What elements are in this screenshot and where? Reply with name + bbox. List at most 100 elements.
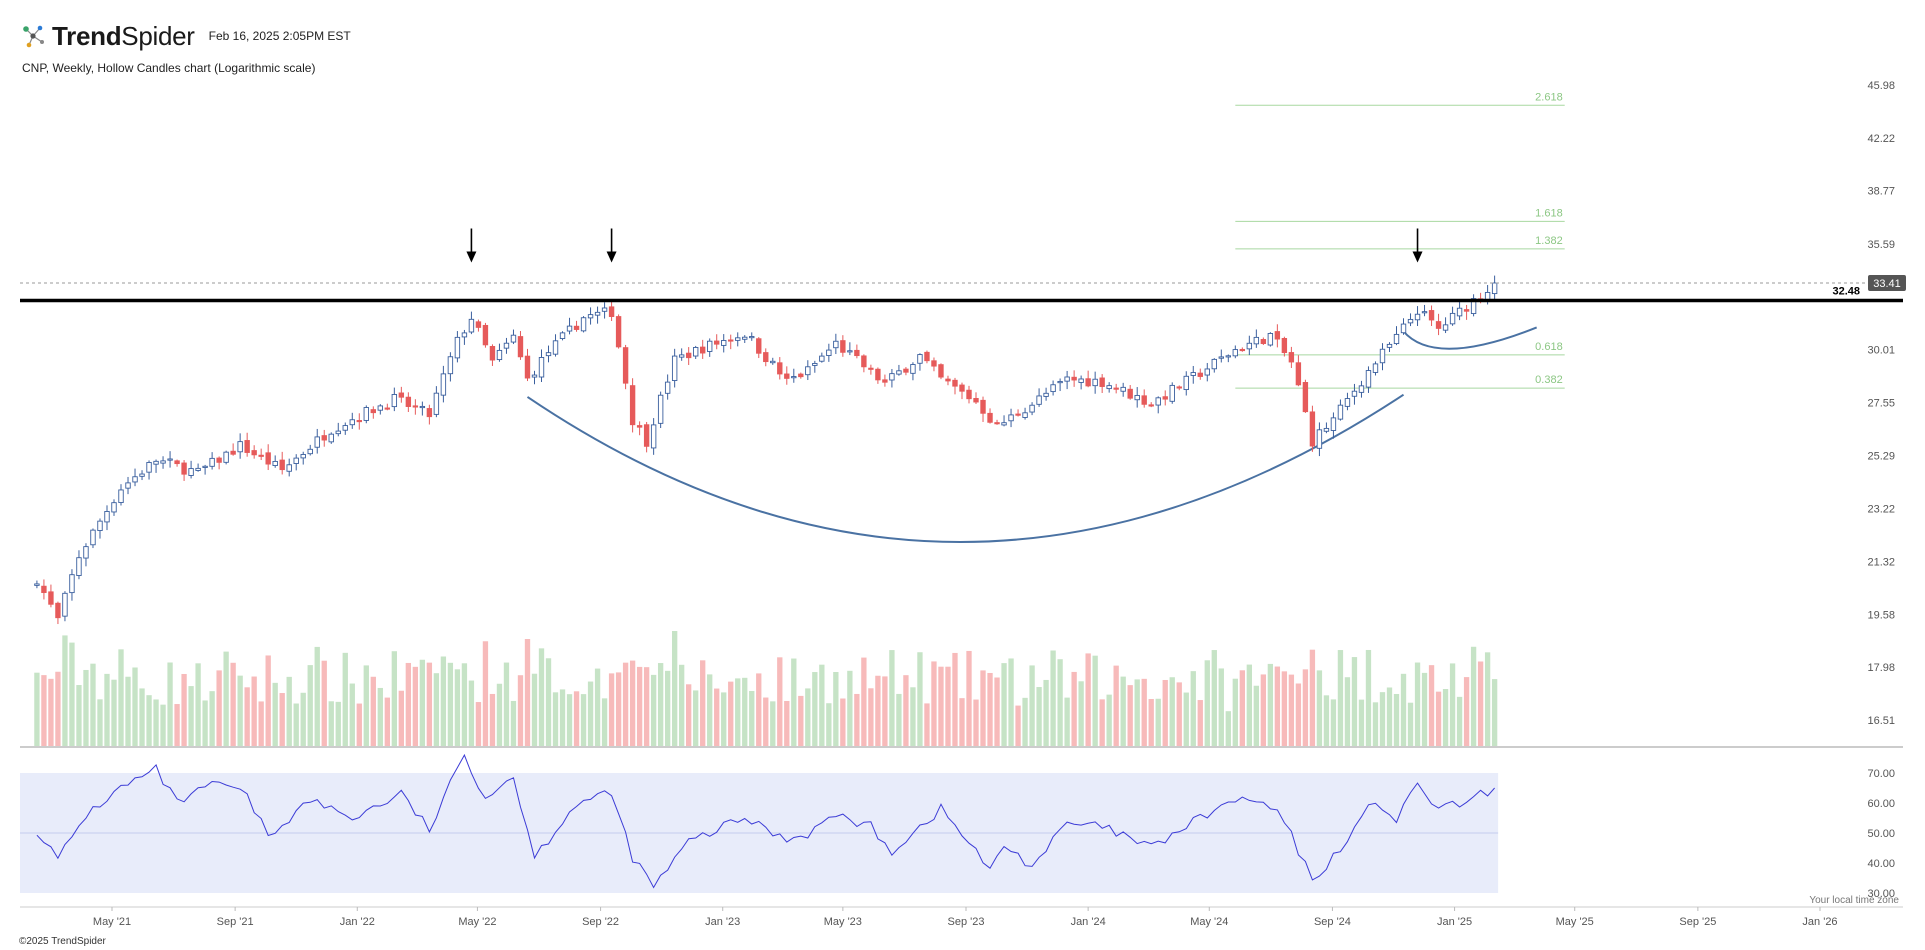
volume-bar: [517, 675, 524, 746]
candle: [104, 505, 110, 531]
candle-body: [938, 364, 944, 378]
candle: [545, 345, 552, 363]
volume-bar: [1071, 671, 1077, 746]
candle-body: [139, 473, 145, 477]
candle: [48, 584, 54, 608]
candle-body: [1225, 355, 1231, 358]
pattern-arc-cup: [526, 393, 1405, 544]
volume-bar: [1092, 655, 1098, 746]
price-tick-label: 27.55: [1867, 398, 1895, 410]
candle: [840, 335, 846, 357]
candle: [244, 432, 250, 457]
candle-body: [1176, 386, 1182, 389]
candle-body: [587, 314, 594, 319]
copyright: ©2025 TrendSpider: [19, 936, 106, 947]
candle: [314, 428, 320, 454]
candle-body: [784, 373, 790, 379]
candle-body: [1029, 404, 1035, 413]
candle-body: [685, 352, 692, 359]
volume-bar: [594, 668, 601, 746]
volume-bar: [125, 676, 131, 746]
candle: [987, 408, 993, 424]
candle-body: [181, 462, 187, 475]
candle-body: [945, 378, 951, 382]
candle: [1204, 362, 1210, 382]
pattern-arc-handle: [1402, 326, 1538, 350]
candle: [167, 451, 173, 468]
volume-bar: [700, 660, 706, 746]
fib-level-label: 1.382: [1535, 235, 1563, 247]
candle: [924, 350, 930, 364]
candle: [622, 344, 629, 390]
volume-bar: [1218, 668, 1224, 746]
volume-bar: [328, 701, 334, 746]
header: TrendSpider Feb 16, 2025 2:05PM EST: [18, 18, 351, 54]
time-tick-label: May '24: [1190, 916, 1228, 928]
candle-body: [777, 362, 783, 375]
volume-bar: [1197, 700, 1203, 746]
volume-bar: [1470, 646, 1477, 746]
candle: [1239, 347, 1246, 352]
volume-bar: [1148, 699, 1154, 746]
volume-bar: [1253, 685, 1260, 746]
volume-bar: [1043, 679, 1049, 746]
volume-bar: [1386, 687, 1393, 746]
candle: [1064, 370, 1070, 390]
volume-bar: [671, 631, 678, 746]
candle-body: [475, 321, 482, 328]
candle: [1176, 385, 1182, 391]
candle: [559, 331, 566, 341]
volume-bar: [41, 675, 47, 746]
volume-bar: [496, 683, 503, 746]
rsi-tick-label: 40.00: [1867, 858, 1895, 870]
volume-bar: [1008, 658, 1014, 746]
candle: [293, 454, 299, 471]
candle-body: [692, 347, 699, 357]
candle-body: [111, 502, 117, 513]
candle-body: [889, 373, 895, 381]
candle: [650, 418, 657, 455]
candle: [875, 367, 881, 384]
candle-body: [749, 336, 755, 339]
volume-bar: [650, 674, 657, 746]
candle-body: [952, 379, 958, 387]
volume-bar: [370, 676, 376, 746]
candle: [833, 333, 839, 355]
volume-bar: [573, 691, 580, 746]
candle-body: [559, 332, 566, 340]
volume-bar: [854, 693, 860, 746]
volume-bar: [209, 691, 215, 746]
time-tick-label: Sep '23: [948, 916, 985, 928]
candle: [146, 460, 152, 480]
candle: [1211, 358, 1217, 373]
candle: [195, 463, 201, 472]
candle: [349, 412, 355, 429]
volume-bar: [601, 698, 608, 746]
candle: [1232, 345, 1239, 359]
candle-body: [840, 340, 846, 353]
volume-bar: [973, 699, 979, 746]
candle-body: [903, 368, 909, 373]
candle-body: [1351, 390, 1358, 397]
candle-body: [973, 397, 979, 403]
candle: [728, 334, 734, 350]
candle: [959, 382, 965, 400]
candle-body: [1162, 396, 1168, 400]
candle: [1085, 370, 1091, 388]
candle: [433, 386, 440, 418]
candle-body: [1120, 386, 1126, 392]
price-tick-label: 25.29: [1867, 451, 1895, 463]
candle: [566, 317, 573, 335]
candle: [1043, 387, 1049, 401]
volume-bar: [1435, 691, 1442, 746]
candle: [258, 448, 264, 461]
candle: [419, 401, 426, 416]
candle-body: [819, 355, 825, 362]
volume-bar: [608, 673, 615, 746]
price-tick-label: 35.59: [1867, 239, 1895, 251]
candle: [377, 404, 384, 415]
volume-bar: [1225, 711, 1231, 746]
volume-bar: [1099, 699, 1105, 746]
volume-bar: [300, 692, 306, 746]
